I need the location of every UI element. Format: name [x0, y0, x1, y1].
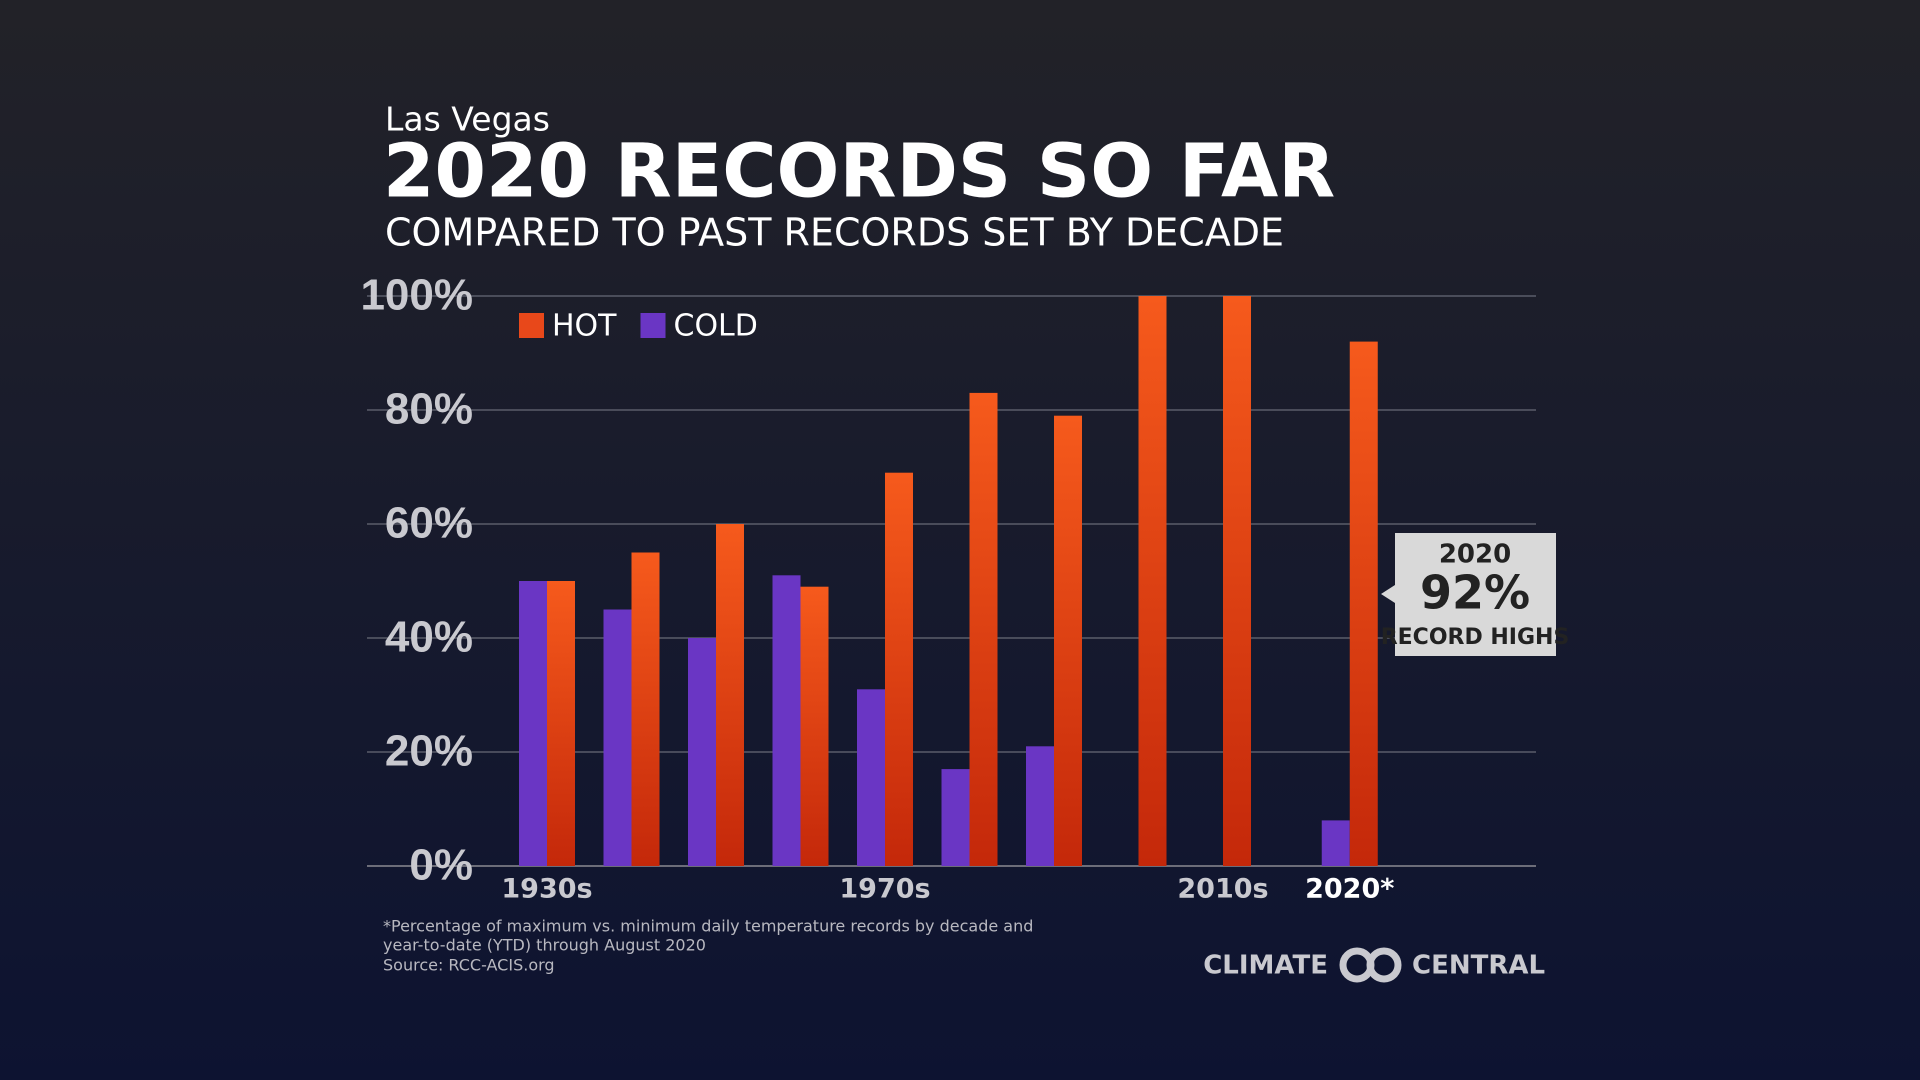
legend-label: HOT — [552, 309, 617, 344]
annotation-text: 92% — [1420, 566, 1530, 620]
footnote: Source: RCC-ACIS.org — [383, 956, 555, 975]
legend-label: COLD — [674, 309, 758, 344]
bar — [1321, 820, 1350, 866]
bar — [800, 586, 829, 866]
bar — [857, 689, 885, 866]
y-tick-label: 60% — [385, 499, 473, 548]
y-tick-label: 0% — [409, 841, 473, 890]
bar — [969, 392, 998, 866]
footnote: year-to-date (YTD) through August 2020 — [383, 936, 706, 955]
bar — [1138, 296, 1167, 866]
annotation: 2020 92% RECORD HIGHS — [1381, 533, 1570, 656]
annotation-text: RECORD HIGHS — [1381, 625, 1570, 650]
legend-swatch — [640, 313, 666, 338]
annotation-box — [1395, 533, 1556, 656]
bar — [519, 581, 547, 866]
annotation-text: 2020 — [1439, 540, 1511, 570]
bar — [885, 472, 913, 866]
bar — [1054, 415, 1082, 866]
x-tick-label: 1970s — [839, 874, 930, 905]
y-tick-label: 100% — [360, 271, 473, 320]
chart-title: 2020 RECORDS SO FAR — [383, 129, 1335, 215]
annotation-pointer — [1381, 585, 1395, 603]
footnote: *Percentage of maximum vs. minimum daily… — [383, 917, 1033, 936]
y-tick-label: 40% — [385, 613, 473, 662]
y-tick-label: 80% — [385, 385, 473, 434]
bar — [1223, 296, 1251, 866]
bar — [688, 638, 716, 866]
bar — [941, 769, 970, 866]
subtitle: COMPARED TO PAST RECORDS SET BY DECADE — [385, 211, 1284, 255]
logo-text: CLIMATE — [1203, 951, 1328, 981]
x-tick-label: 1930s — [501, 874, 592, 905]
y-tick-label: 20% — [385, 727, 473, 776]
legend-swatch — [519, 313, 544, 338]
bar — [631, 552, 660, 866]
bar — [1026, 746, 1054, 866]
x-tick-label: 2010s — [1177, 874, 1268, 905]
logo-text: CENTRAL — [1412, 951, 1545, 981]
pretitle: Las Vegas — [385, 100, 550, 139]
bar — [772, 575, 801, 866]
x-tick-label: 2020* — [1305, 874, 1394, 905]
bar — [1349, 341, 1378, 867]
bar — [716, 524, 744, 866]
logo-mark — [1366, 947, 1402, 983]
bar — [547, 581, 575, 866]
bar — [603, 609, 632, 866]
